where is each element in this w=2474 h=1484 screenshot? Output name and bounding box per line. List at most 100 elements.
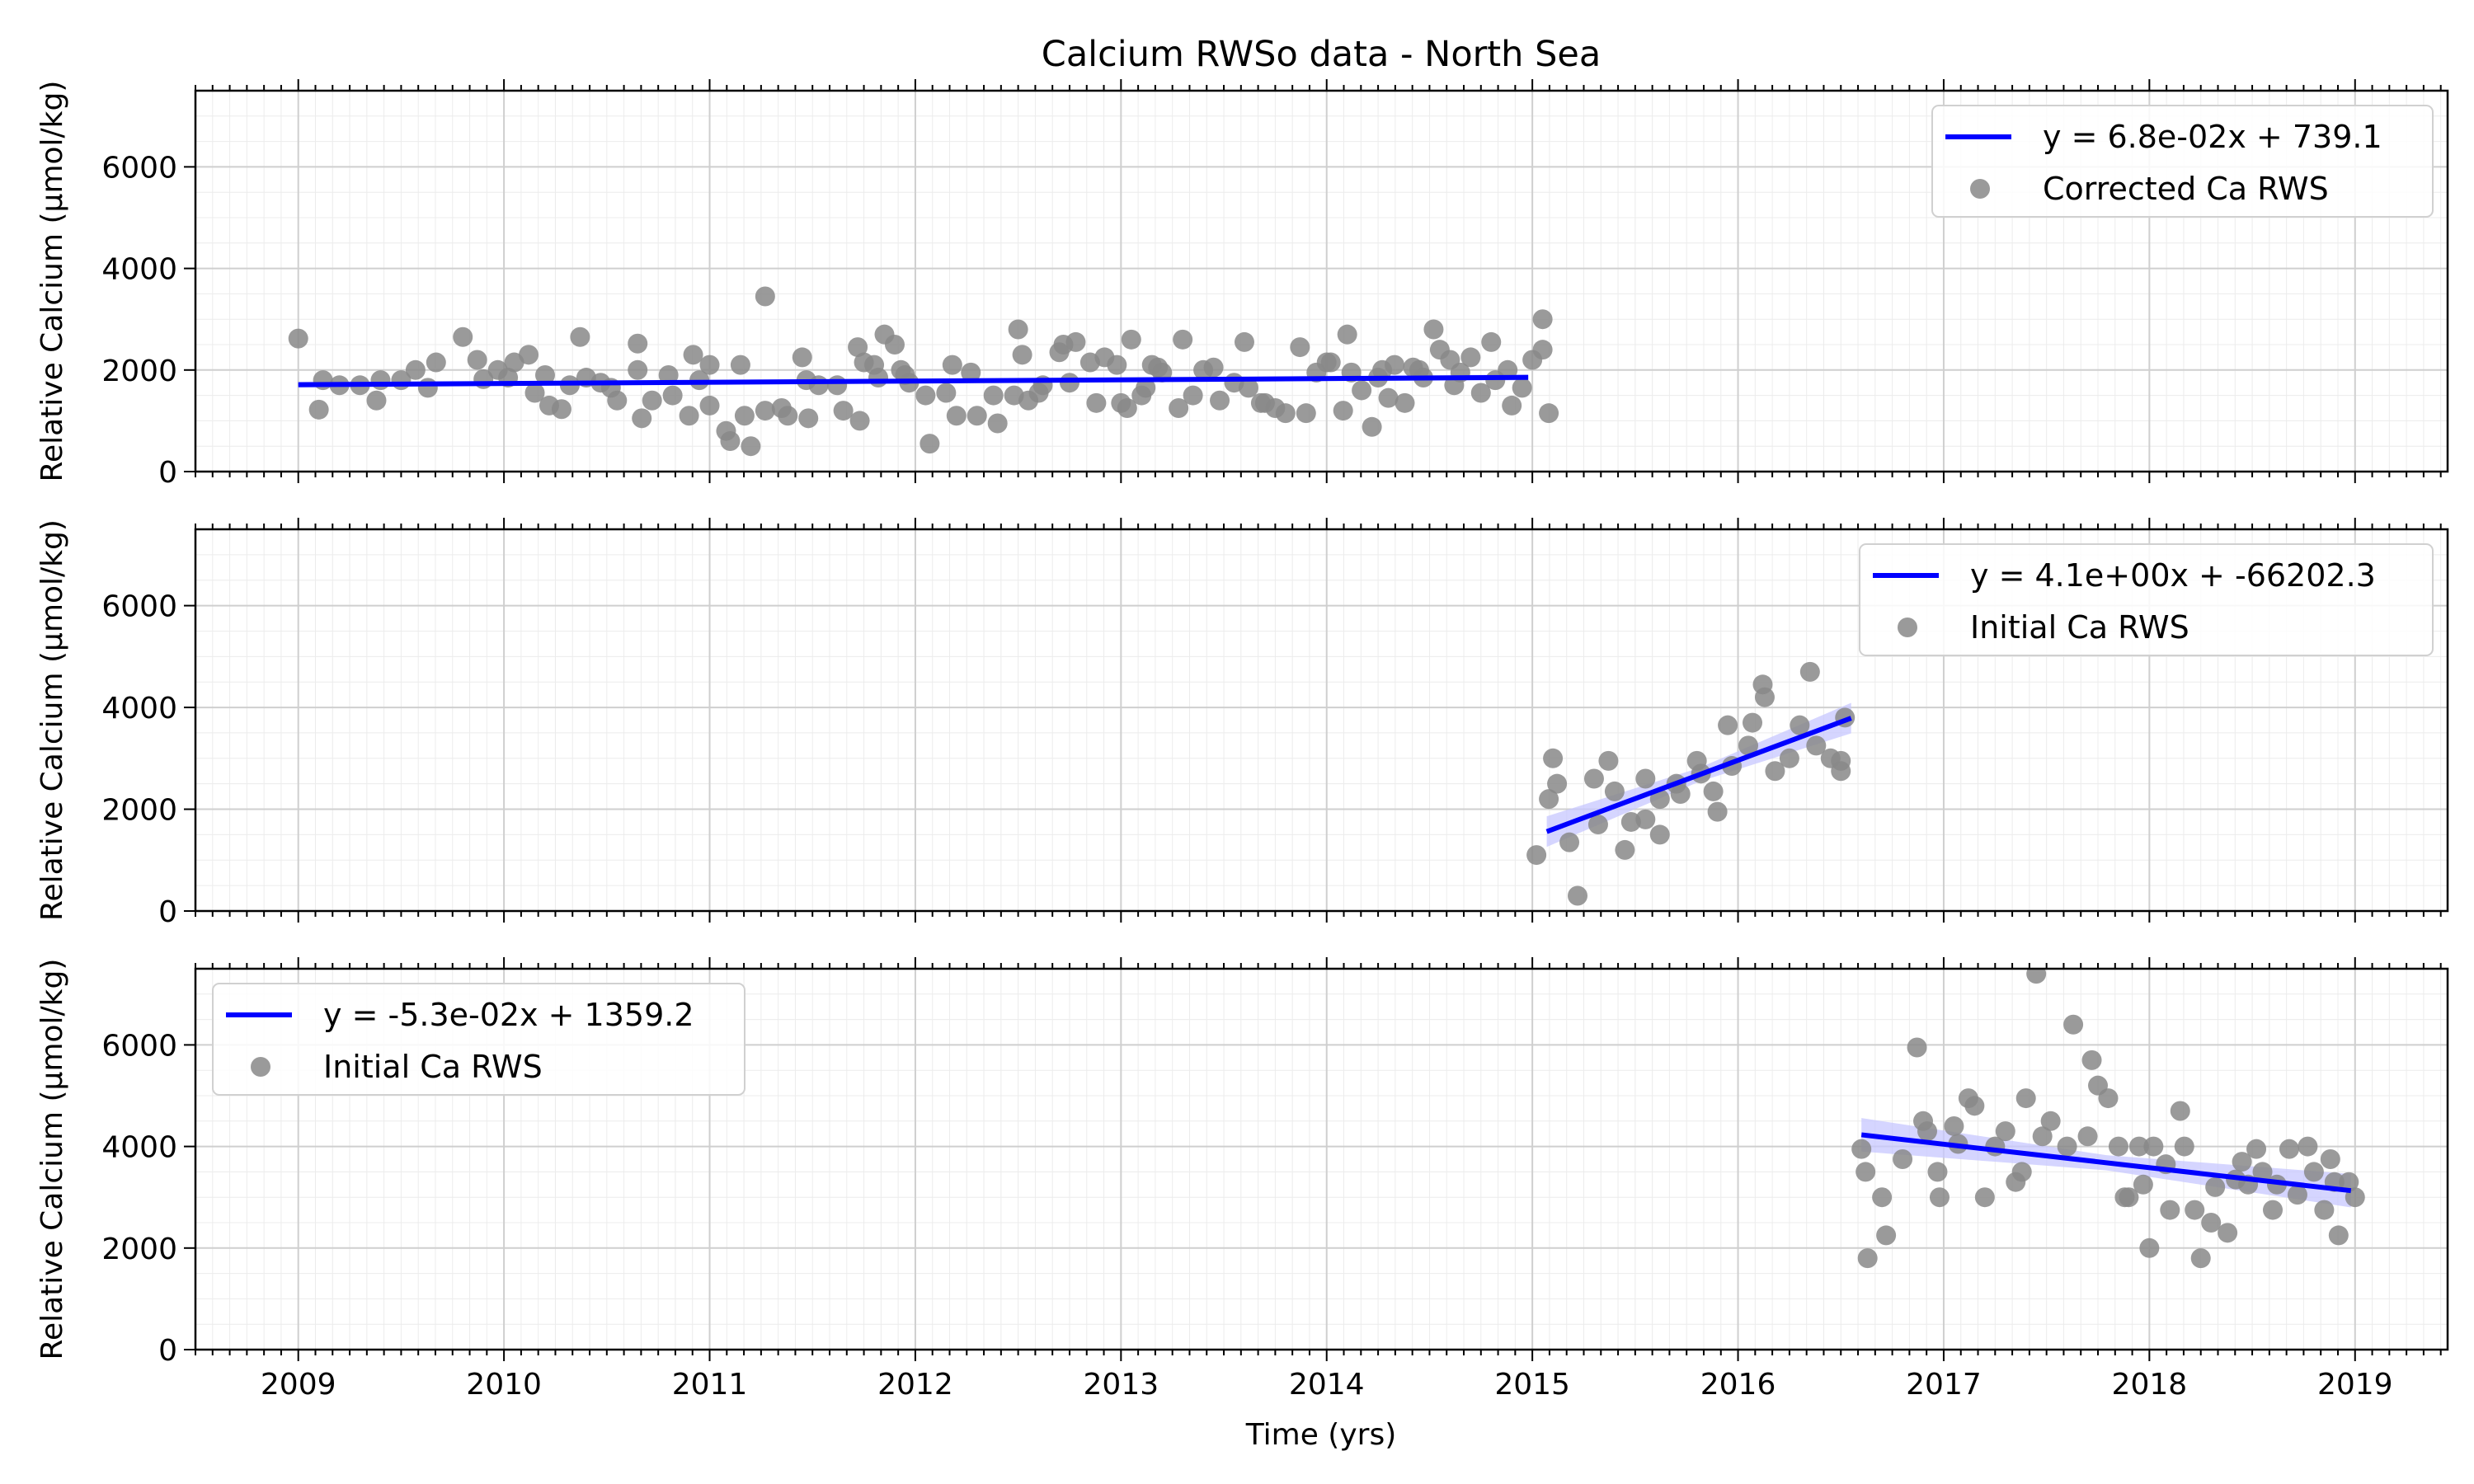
legend-points-swatch [1898,618,1917,637]
y-tick-label: 0 [158,456,177,490]
data-point [2328,1225,2349,1246]
axes-frame [194,89,2449,473]
data-point [2205,1176,2226,1197]
data-point [1765,761,1785,782]
y-axis-label: Relative Calcium (μmol/kg) [35,959,69,1360]
data-point [2201,1213,2222,1233]
data-point [628,359,648,380]
data-point [2143,1136,2164,1157]
data-point [2174,1136,2194,1157]
x-tick-label: 2010 [466,1368,542,1402]
panel-top: 0 2000 4000 6000 Relative Calcium (μmol/kg) y… [35,79,2449,490]
data-point [2040,1111,2061,1131]
data-point [2263,1200,2284,1220]
data-point [1008,319,1028,340]
data-point [1790,715,1810,735]
data-point [699,355,720,375]
data-point [2057,1136,2077,1157]
data-point [2303,1162,2324,1182]
data-point [1502,395,1522,416]
data-point [1333,401,1353,421]
data-point [1065,331,1086,352]
data-point [524,383,545,403]
data-point [1738,735,1759,756]
data-point [942,355,962,375]
data-point [967,406,987,426]
y-tick-label: 6000 [101,151,177,185]
data-point [1512,378,1532,398]
data-point [2190,1248,2211,1269]
data-point [1872,1187,1893,1208]
data-point [1649,789,1670,810]
data-point [1604,781,1625,801]
data-point [936,383,957,403]
data-point [551,399,571,420]
x-tick-label: 2017 [1906,1368,1982,1402]
data-point [628,333,648,354]
data-point [778,406,798,426]
axes-frame [194,528,2449,913]
legend-points-swatch [251,1057,270,1077]
data-point [1203,357,1224,378]
data-point [1743,712,1763,733]
data-point [699,395,720,416]
data-point [1320,352,1341,373]
legend-fit-label: y = 4.1e+00x + -66202.3 [1970,557,2376,594]
data-point [1893,1149,1913,1169]
data-point [1635,768,1656,789]
legend-points-label: Initial Ca RWS [1970,609,2189,646]
data-point [288,328,308,349]
data-point [1136,378,1156,398]
data-point [1718,715,1738,735]
data-point [1385,355,1405,375]
data-point [570,326,590,347]
data-point [2015,1088,2036,1109]
data-point [662,385,683,406]
chart-title: Calcium RWSo data - North Sea [1042,34,1601,75]
data-point [1856,1162,1876,1182]
data-point [1615,839,1635,860]
data-point [1974,1187,1995,1208]
data-point [1378,387,1399,408]
data-point [1234,331,1254,352]
data-point [2252,1162,2273,1182]
data-point [1337,324,1357,345]
data-point [1481,331,1502,352]
data-point [1907,1037,1927,1058]
x-tick-label: 2018 [2112,1368,2188,1402]
data-point [849,411,870,431]
data-point [1275,403,1296,424]
data-point [2185,1200,2205,1220]
data-point [1799,661,1820,682]
data-point [1568,885,1588,906]
data-point [642,390,662,411]
data-point [1532,340,1553,360]
data-point [2011,1162,2032,1182]
fit-line [1545,716,1852,834]
data-point [2298,1136,2318,1157]
data-point [2119,1187,2139,1208]
data-point [534,364,555,385]
data-point [848,337,868,358]
data-point [1598,750,1619,771]
data-point [1559,832,1580,852]
data-point [915,385,936,406]
y-tick-label: 2000 [101,794,177,828]
data-point [1173,329,1193,350]
data-point [1169,398,1189,418]
data-point [308,399,329,420]
data-point [2160,1200,2180,1220]
data-point [1670,784,1691,805]
data-point [2139,1237,2160,1258]
data-point [2098,1088,2119,1109]
x-axis-label: Time (yrs) [1245,1418,1397,1452]
data-point [1498,359,1518,380]
data-point [2063,1014,2084,1035]
x-tick-label: 2015 [1494,1368,1570,1402]
data-point [1649,824,1670,845]
data-point [1964,1096,1985,1116]
data-point [1806,735,1827,756]
data-point [1470,383,1491,403]
data-point [1238,378,1258,398]
data-point [1532,309,1553,330]
